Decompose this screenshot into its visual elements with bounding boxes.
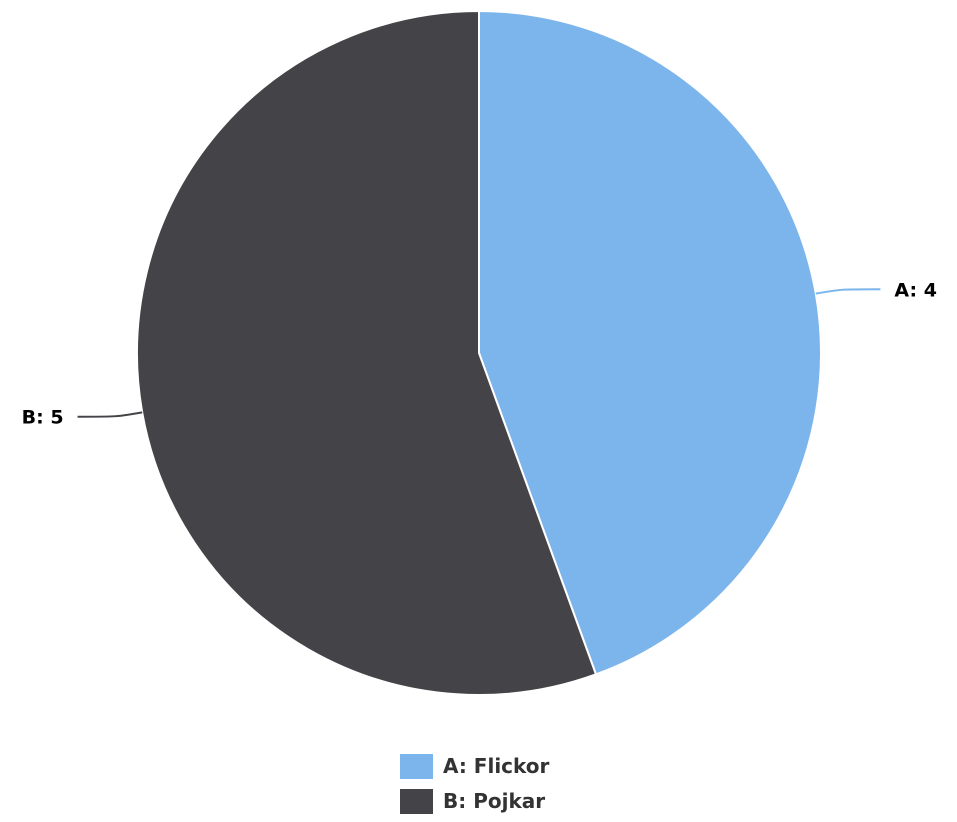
data-label-a: A: 4 [894,279,937,301]
legend-label-b: B: Pojkar [443,789,546,813]
legend-item-b[interactable]: B: Pojkar [400,787,549,815]
data-label-b: B: 5 [22,407,64,429]
connector-a [815,288,881,295]
legend-swatch-b [400,788,433,814]
chart-legend: A: Flickor B: Pojkar [400,752,549,822]
pie-chart: A: 4 B: 5 [22,9,937,696]
legend-item-a[interactable]: A: Flickor [400,752,549,780]
connector-b [77,411,143,418]
legend-swatch-a [400,753,433,779]
pie-slice-b[interactable] [136,9,598,696]
legend-label-a: A: Flickor [443,754,550,778]
